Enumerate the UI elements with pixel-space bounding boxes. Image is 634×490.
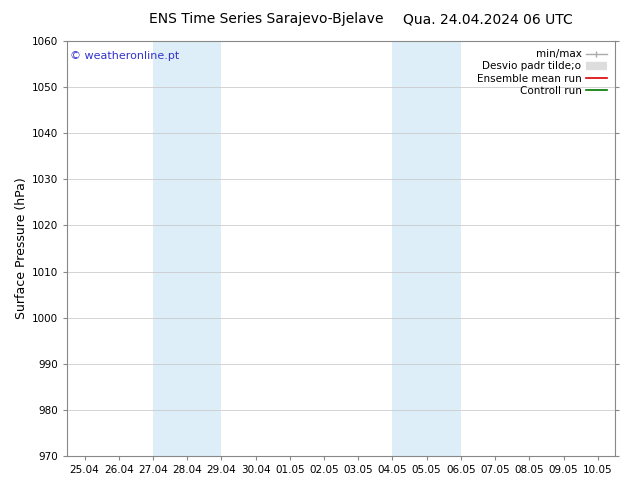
Text: © weatheronline.pt: © weatheronline.pt — [70, 51, 179, 61]
Text: Qua. 24.04.2024 06 UTC: Qua. 24.04.2024 06 UTC — [403, 12, 573, 26]
Bar — [153, 41, 221, 456]
Text: ENS Time Series Sarajevo-Bjelave: ENS Time Series Sarajevo-Bjelave — [149, 12, 384, 26]
Bar — [392, 41, 461, 456]
Y-axis label: Surface Pressure (hPa): Surface Pressure (hPa) — [15, 178, 28, 319]
Legend: min/max, Desvio padr tilde;o, Ensemble mean run, Controll run: min/max, Desvio padr tilde;o, Ensemble m… — [474, 46, 610, 99]
